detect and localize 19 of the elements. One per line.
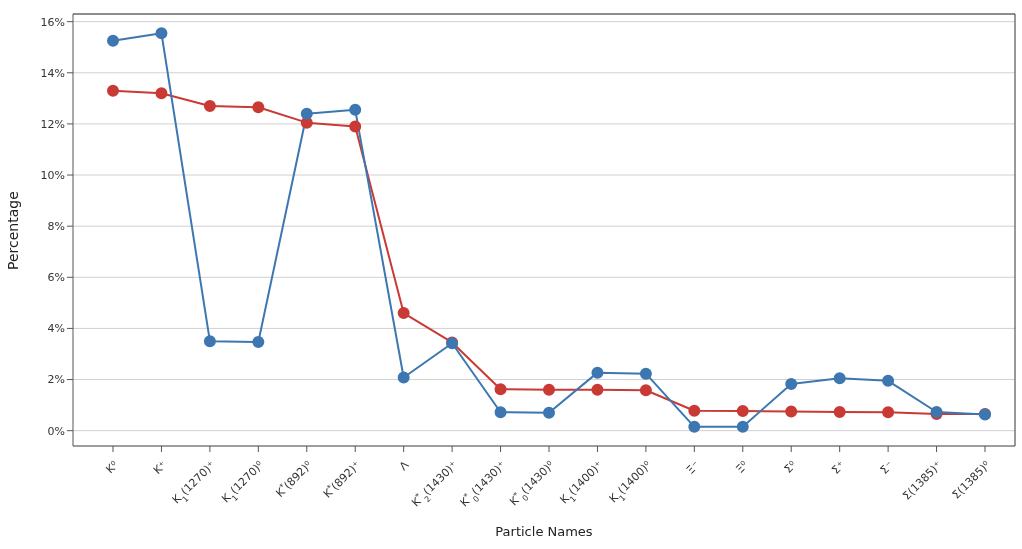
y-tick-label: 14%	[40, 66, 65, 80]
x-tick-label: K⁰	[103, 458, 122, 476]
x-tick-label: Σ⁺	[829, 458, 848, 477]
x-tick-label: Ξ⁰	[733, 458, 751, 476]
y-axis-title: Percentage	[4, 191, 21, 270]
y-tick-label: 16%	[40, 15, 65, 29]
x-axis-title: Particle Names	[495, 524, 593, 539]
x-tick-label: Σ⁻	[877, 458, 897, 477]
y-tick-label: 0%	[47, 424, 65, 438]
y-tick-label: 12%	[40, 117, 65, 131]
x-tick-label: Λ	[396, 458, 412, 474]
x-tick-label: Σ⁰	[781, 458, 800, 476]
x-tick-label: Ξ⁻	[683, 458, 703, 477]
y-tick-label: 4%	[47, 322, 65, 336]
y-tick-label: 8%	[47, 220, 65, 234]
y-tick-label: 2%	[47, 373, 65, 387]
x-tick-label: K⁺	[150, 458, 170, 477]
y-tick-label: 10%	[40, 168, 65, 182]
y-tick-label: 6%	[47, 271, 65, 285]
